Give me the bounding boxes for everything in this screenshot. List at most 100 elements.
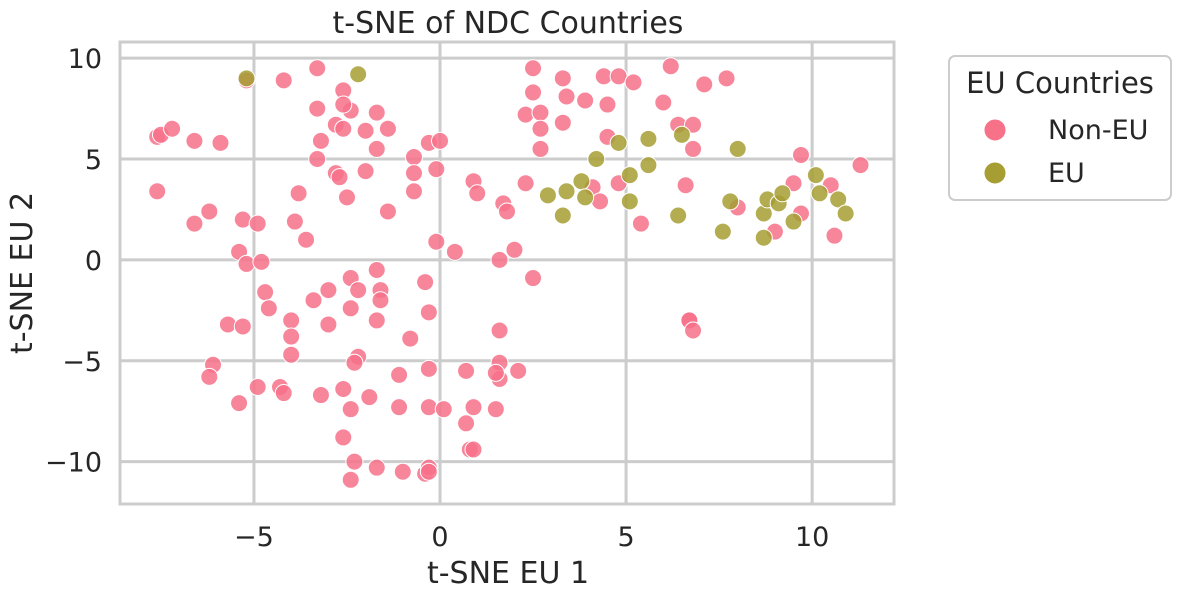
data-point-non-eu [490, 250, 509, 269]
data-point-non-eu [319, 315, 338, 334]
data-point-non-eu [390, 398, 409, 417]
data-point-non-eu [282, 345, 301, 364]
legend: EU Countries Non-EU EU [948, 55, 1172, 201]
data-point-non-eu [431, 131, 450, 150]
data-point-eu [557, 182, 576, 201]
data-point-non-eu [252, 252, 271, 271]
chart-title: t-SNE of NDC Countries [333, 6, 684, 41]
data-point-non-eu [486, 400, 505, 419]
x-axis-title: t-SNE EU 1 [427, 556, 589, 591]
data-point-non-eu [360, 388, 379, 407]
data-point-non-eu [367, 311, 386, 330]
data-point-non-eu [367, 458, 386, 477]
legend-marker-non-eu [983, 118, 1007, 142]
data-point-eu [587, 150, 606, 169]
data-point-non-eu [851, 156, 870, 175]
data-point-non-eu [341, 299, 360, 318]
data-point-eu [836, 204, 855, 223]
data-point-non-eu [334, 380, 353, 399]
y-tick-label: 10 [68, 44, 102, 75]
x-tick-label: 10 [795, 522, 829, 553]
legend-frame [948, 55, 1172, 201]
data-point-non-eu [308, 99, 327, 118]
data-point-non-eu [378, 202, 397, 221]
data-point-non-eu [211, 133, 230, 152]
data-point-non-eu [524, 83, 543, 102]
data-point-non-eu [404, 182, 423, 201]
data-point-non-eu [825, 226, 844, 245]
data-point-non-eu [218, 315, 237, 334]
legend-marker-eu [983, 161, 1007, 185]
data-point-non-eu [498, 202, 516, 221]
grid-lines [120, 42, 894, 504]
data-point-non-eu [416, 273, 435, 292]
data-point-non-eu [695, 75, 714, 94]
data-point-non-eu [393, 462, 412, 481]
data-point-non-eu [311, 131, 330, 150]
data-point-non-eu [661, 57, 680, 76]
data-point-eu [754, 228, 773, 247]
data-point-non-eu [148, 182, 167, 201]
data-point-non-eu [248, 377, 267, 396]
y-tick-label: 0 [85, 246, 102, 277]
y-axis-title: t-SNE EU 2 [5, 192, 40, 354]
data-point-non-eu [531, 139, 550, 158]
x-tick-label: −5 [234, 522, 274, 553]
data-point-non-eu [624, 73, 643, 92]
data-point-non-eu [274, 71, 293, 90]
data-point-non-eu [419, 303, 438, 322]
data-point-non-eu [591, 192, 610, 211]
data-point-non-eu [717, 69, 736, 88]
y-tick-label: 5 [85, 145, 102, 176]
data-point-non-eu [419, 359, 438, 378]
data-point-non-eu [684, 321, 703, 340]
data-point-non-eu [427, 232, 446, 251]
data-point-non-eu [289, 184, 308, 203]
data-point-non-eu [598, 95, 617, 114]
data-point-non-eu [631, 214, 650, 233]
legend-label-non-eu: Non-EU [1048, 115, 1148, 146]
data-point-eu [806, 166, 825, 185]
data-point-non-eu [378, 119, 397, 138]
data-point-non-eu [371, 291, 390, 310]
x-tick-label: 0 [431, 522, 448, 553]
data-point-non-eu [200, 367, 219, 386]
data-point-non-eu [490, 321, 509, 340]
data-point-non-eu [297, 230, 316, 249]
data-point-eu [672, 125, 691, 144]
data-point-non-eu [248, 214, 267, 233]
data-point-non-eu [308, 59, 327, 78]
data-point-non-eu [185, 131, 204, 150]
data-point-eu [773, 184, 792, 203]
legend-label-eu: EU [1048, 158, 1085, 189]
data-point-eu [620, 166, 639, 185]
data-point-non-eu [684, 115, 703, 134]
data-point-eu [669, 206, 688, 225]
data-point-non-eu [468, 184, 487, 203]
data-point-non-eu [230, 394, 249, 413]
data-point-non-eu [445, 242, 464, 261]
y-tick-label: −10 [45, 448, 102, 479]
data-point-non-eu [163, 119, 182, 138]
data-point-non-eu [319, 281, 338, 300]
data-point-eu [553, 206, 572, 225]
x-tick-labels: −5 0 5 10 [234, 522, 829, 553]
data-point-non-eu [334, 119, 353, 138]
data-point-non-eu [330, 168, 349, 187]
data-point-eu [728, 139, 747, 158]
data-point-non-eu [576, 91, 595, 110]
data-point-eu [721, 192, 740, 211]
data-point-non-eu [516, 105, 535, 124]
data-point-non-eu [457, 414, 476, 433]
data-point-eu [576, 188, 595, 207]
plot-frame [118, 40, 896, 506]
data-point-non-eu [464, 440, 483, 459]
data-point-non-eu [486, 363, 505, 382]
data-point-non-eu [367, 139, 386, 158]
data-point-non-eu [784, 174, 803, 193]
data-point-non-eu [367, 103, 386, 122]
data-point-non-eu [654, 93, 673, 112]
data-point-non-eu [434, 400, 453, 419]
data-point-non-eu [282, 327, 301, 346]
